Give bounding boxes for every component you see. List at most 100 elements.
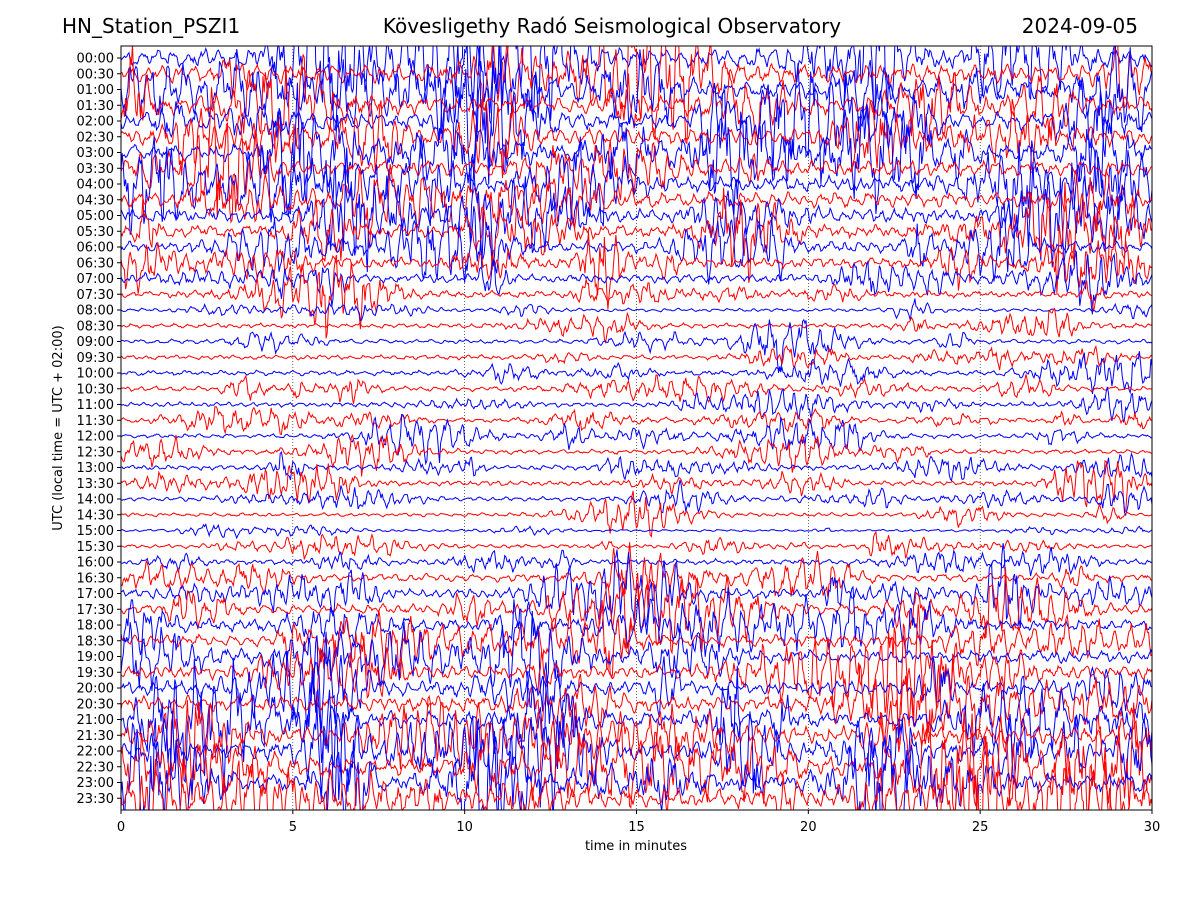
y-tick-label: 01:00 xyxy=(77,83,114,98)
y-tick-label: 14:00 xyxy=(77,493,114,508)
y-tick-label: 04:30 xyxy=(77,193,114,208)
trace-1100 xyxy=(121,386,1152,424)
trace-1400 xyxy=(121,479,1152,517)
trace-1530 xyxy=(121,530,1152,560)
y-tick-label: 15:00 xyxy=(77,524,114,539)
trace-1600 xyxy=(121,546,1152,577)
trace-1330 xyxy=(121,460,1152,513)
x-tick-label: 20 xyxy=(800,820,817,835)
y-tick-label: 21:30 xyxy=(77,729,114,744)
x-tick-label: 15 xyxy=(628,820,645,835)
y-tick-label: 09:00 xyxy=(77,335,114,350)
y-tick-label: 23:00 xyxy=(77,776,114,791)
trace-0030 xyxy=(121,46,1152,145)
y-tick-label: 10:30 xyxy=(77,382,114,397)
y-tick-label: 02:30 xyxy=(77,130,114,145)
trace-0600 xyxy=(121,202,1152,285)
trace-1930 xyxy=(121,604,1152,745)
trace-0800 xyxy=(121,298,1152,322)
plot-date: 2024-09-05 xyxy=(1021,14,1138,38)
trace-2300 xyxy=(121,711,1152,810)
y-tick-label: 02:00 xyxy=(77,115,114,130)
trace-1000 xyxy=(121,351,1152,395)
y-tick-label: 22:00 xyxy=(77,745,114,760)
trace-group xyxy=(121,46,1152,810)
y-tick-label: 13:00 xyxy=(77,461,114,476)
trace-0530 xyxy=(121,182,1152,294)
y-tick-label: 20:00 xyxy=(77,682,114,697)
y-tick-label: 06:30 xyxy=(77,256,114,271)
trace-0700 xyxy=(121,249,1152,315)
y-tick-label: 20:30 xyxy=(77,697,114,712)
trace-0400 xyxy=(121,134,1152,235)
trace-1430 xyxy=(121,490,1152,538)
y-tick-label: 07:00 xyxy=(77,272,114,287)
y-tick-label: 14:30 xyxy=(77,508,114,523)
station-name: HN_Station_PSZI1 xyxy=(62,14,241,38)
trace-2200 xyxy=(121,665,1152,810)
x-axis-label: time in minutes xyxy=(585,839,687,854)
trace-2330 xyxy=(121,713,1152,810)
y-tick-label: 18:00 xyxy=(77,619,114,634)
y-tick-label: 16:30 xyxy=(77,571,114,586)
trace-2130 xyxy=(121,695,1152,801)
y-tick-label: 03:30 xyxy=(77,162,114,177)
trace-1730 xyxy=(121,563,1152,656)
y-tick-label: 21:00 xyxy=(77,713,114,728)
observatory-title: Kövesligethy Radó Seismological Observat… xyxy=(382,14,842,38)
trace-2000 xyxy=(121,631,1152,734)
y-axis-label: UTC (local time = UTC + 02:00) xyxy=(51,325,66,530)
trace-1230 xyxy=(121,434,1152,477)
y-tick-label: 06:00 xyxy=(77,241,114,256)
x-tick-label: 5 xyxy=(289,820,297,835)
y-tick-label: 15:30 xyxy=(77,540,114,555)
y-tick-label: 03:00 xyxy=(77,146,114,161)
y-tick-label: 08:30 xyxy=(77,319,114,334)
trace-0730 xyxy=(121,254,1152,339)
x-tick-label: 30 xyxy=(1144,820,1161,835)
x-tick-label: 10 xyxy=(456,820,473,835)
y-tick-label: 11:30 xyxy=(77,414,114,429)
trace-1200 xyxy=(121,413,1152,466)
trace-0630 xyxy=(121,231,1152,310)
y-tick-label: 19:30 xyxy=(77,666,114,681)
y-tick-label: 07:30 xyxy=(77,288,114,303)
y-tick-label: 18:30 xyxy=(77,634,114,649)
trace-0230 xyxy=(121,99,1152,179)
trace-0830 xyxy=(121,307,1152,345)
y-tick-label: 10:00 xyxy=(77,367,114,382)
trace-1030 xyxy=(121,374,1152,404)
y-tick-label: 09:30 xyxy=(77,351,114,366)
trace-2230 xyxy=(121,702,1152,810)
trace-1830 xyxy=(121,599,1152,687)
trace-0200 xyxy=(121,46,1152,193)
trace-1500 xyxy=(121,523,1152,540)
trace-1300 xyxy=(121,451,1152,482)
trace-0930 xyxy=(121,344,1152,371)
x-tick-label: 0 xyxy=(117,820,125,835)
y-tick-label: 00:30 xyxy=(77,67,114,82)
y-tick-label: 17:00 xyxy=(77,587,114,602)
y-tick-label: 05:00 xyxy=(77,209,114,224)
y-tick-label: 13:30 xyxy=(77,477,114,492)
y-tick-label: 11:00 xyxy=(77,398,114,413)
y-tick-label: 23:30 xyxy=(77,792,114,807)
x-tick-label: 25 xyxy=(972,820,989,835)
y-tick-label: 00:00 xyxy=(77,52,114,67)
x-axis: 0 5 10 15 20 25 30 xyxy=(117,810,1160,835)
trace-0900 xyxy=(121,318,1152,373)
trace-0430 xyxy=(121,164,1152,249)
y-tick-label: 05:30 xyxy=(77,225,114,240)
trace-1900 xyxy=(121,608,1152,712)
trace-0300 xyxy=(121,82,1152,218)
y-tick-label: 12:30 xyxy=(77,445,114,460)
y-tick-label: 22:30 xyxy=(77,760,114,775)
y-tick-label: 01:30 xyxy=(77,99,114,114)
trace-0500 xyxy=(121,147,1152,273)
trace-0330 xyxy=(121,87,1152,224)
y-tick-label: 19:00 xyxy=(77,650,114,665)
trace-0100 xyxy=(121,46,1152,142)
y-tick-label: 04:00 xyxy=(77,178,114,193)
y-tick-label: 17:30 xyxy=(77,603,114,618)
